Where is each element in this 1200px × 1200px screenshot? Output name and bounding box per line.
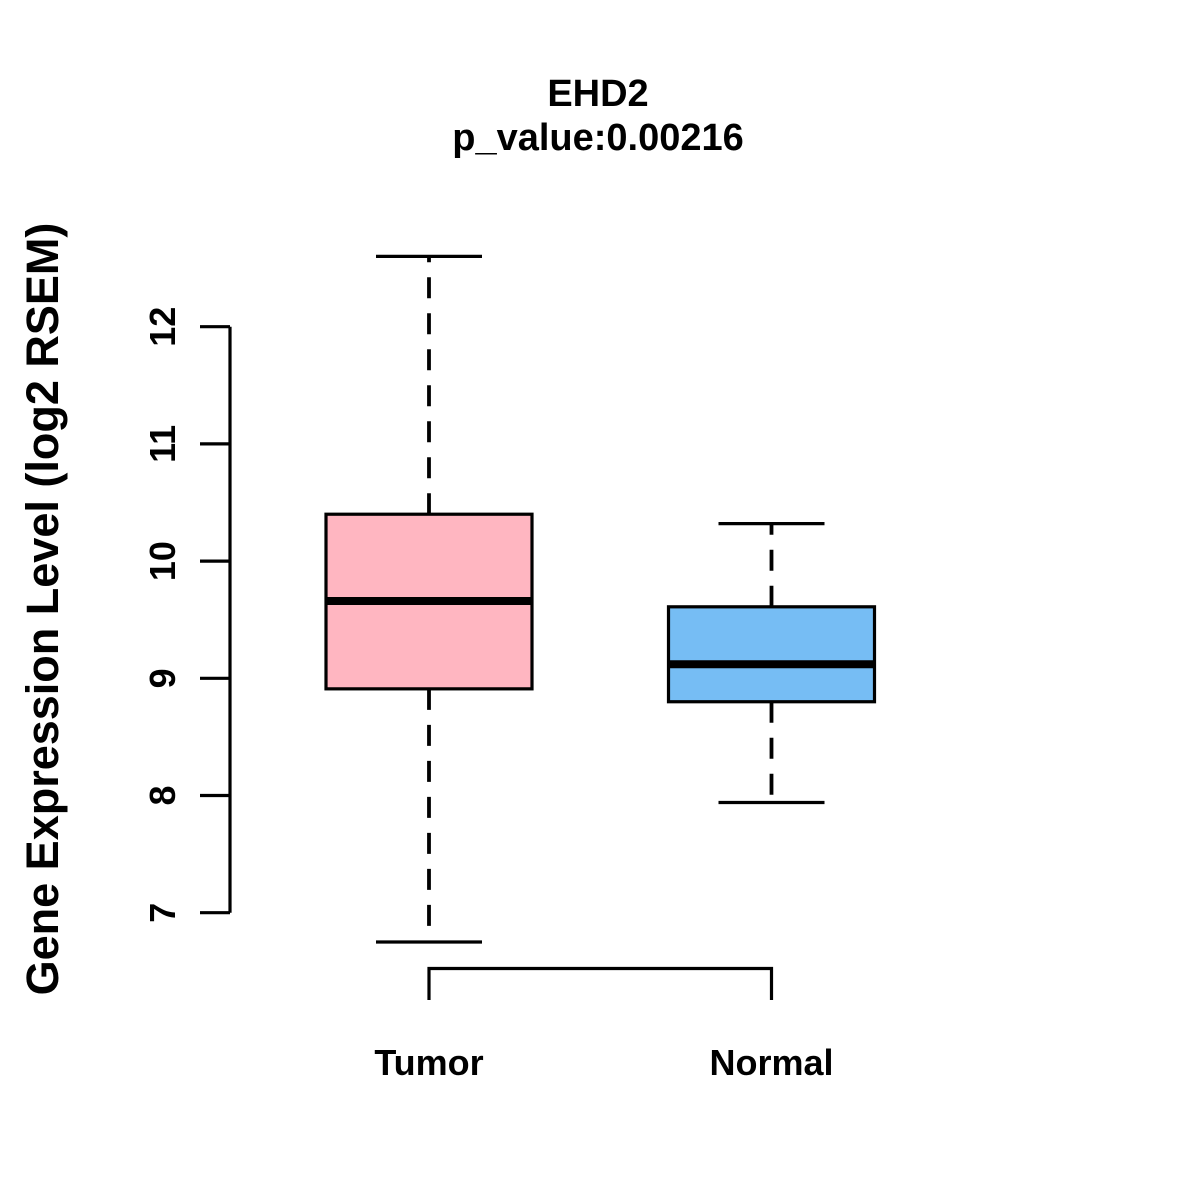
normal-box [666, 605, 877, 704]
y-axis-tick-label: 9 [142, 668, 183, 688]
chart-subtitle: p_value:0.00216 [452, 117, 744, 159]
box-group-tumor [324, 254, 534, 944]
x-axis-labels: Tumor Normal [374, 1042, 833, 1083]
y-axis-tick-label: 7 [142, 903, 183, 923]
chart-title: EHD2 [547, 73, 648, 115]
x-label-tumor: Tumor [374, 1042, 483, 1083]
y-axis-tick-label: 10 [142, 541, 183, 581]
y-axis-tick-label: 11 [142, 425, 183, 463]
y-axis-tick-label: 12 [142, 307, 183, 347]
y-axis-label: Gene Expression Level (log2 RSEM) [17, 223, 68, 996]
y-axis-tick-labels: 7 8 9 10 11 12 [142, 307, 183, 923]
y-axis-tick-label: 8 [142, 785, 183, 805]
comparison-bracket [427, 966, 774, 1000]
y-axis-ticks [200, 325, 230, 915]
box-group-normal [666, 521, 877, 805]
x-label-normal: Normal [709, 1042, 833, 1083]
